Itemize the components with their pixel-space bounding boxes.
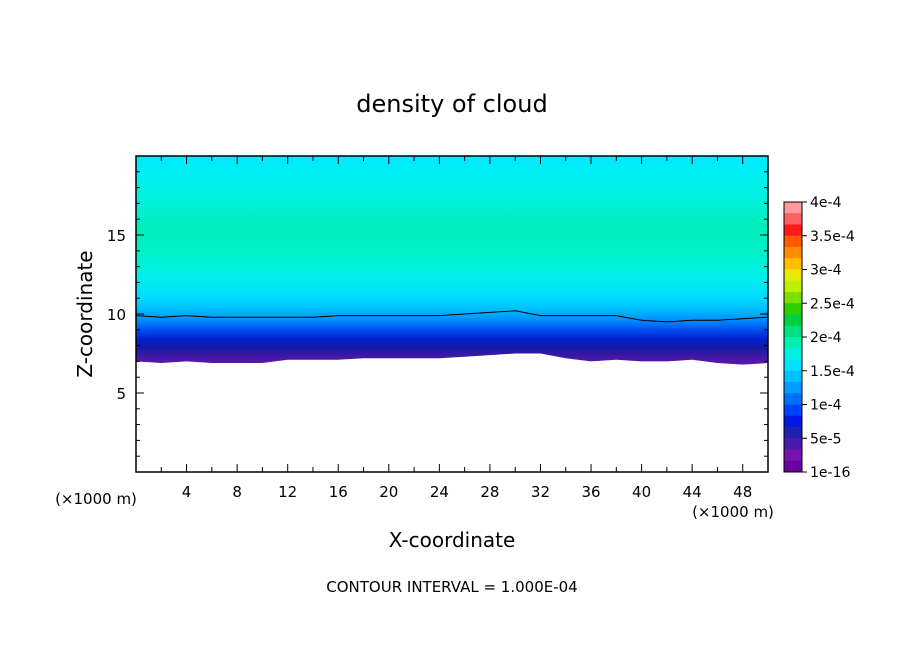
x-tick-label: 48 (733, 483, 752, 501)
x-tick-label: 4 (182, 483, 192, 501)
x-tick-label: 44 (683, 483, 702, 501)
y-tick-label: 15 (107, 227, 126, 245)
colorbar-swatch (784, 280, 802, 293)
plot-area (135, 155, 769, 473)
contour-line-1e-4 (135, 310, 769, 323)
colorbar-label: 3e-4 (810, 263, 842, 279)
x-unit-left: (×1000 m) (55, 490, 137, 508)
chart-title: density of cloud (356, 90, 547, 118)
colorbar-label: 2.5e-4 (810, 296, 855, 312)
colorbar-swatch (784, 292, 802, 304)
colorbar-swatch (784, 415, 802, 428)
colorbar-swatch (784, 337, 802, 349)
colorbar-swatch (784, 247, 802, 259)
colorbar-label: 1.5e-4 (810, 364, 855, 380)
colorbar-swatch (784, 359, 802, 372)
contour-interval-note: CONTOUR INTERVAL = 1.000E-04 (326, 578, 577, 596)
y-tick-label: 5 (116, 385, 126, 403)
colorbar: 4e-4 3.5e-4 3e-4 2.5e-4 2e-4 1.5e-4 1e-4 5e-5 1e… (783, 195, 855, 481)
colorbar-swatch (784, 202, 802, 214)
colorbar-swatch (784, 303, 802, 315)
y-tick-label: 10 (107, 306, 126, 324)
y-axis: 5 10 15 (107, 171, 768, 457)
x-tick-label: 12 (278, 483, 297, 501)
colorbar-label: 1e-16 (810, 465, 850, 481)
colorbar-swatch (784, 449, 802, 462)
x-tick-label: 32 (531, 483, 550, 501)
colorbar-label: 1e-4 (810, 398, 842, 414)
colorbar-swatch (784, 370, 802, 383)
x-tick-label: 8 (232, 483, 242, 501)
colorbar-swatch (784, 325, 802, 338)
x-tick-label: 36 (581, 483, 600, 501)
colorbar-swatch (784, 438, 802, 450)
colorbar-swatch (784, 213, 802, 225)
colorbar-label: 2e-4 (810, 330, 842, 346)
y-axis-label: Z-coordinate (73, 250, 97, 377)
colorbar-swatch (784, 314, 802, 327)
x-tick-label: 40 (632, 483, 651, 501)
x-tick-label: 24 (430, 483, 449, 501)
colorbar-swatch (784, 258, 802, 270)
colorbar-swatch (784, 404, 802, 417)
x-unit-right: (×1000 m) (692, 503, 774, 521)
x-tick-label: 20 (379, 483, 398, 501)
x-tick-label: 16 (329, 483, 348, 501)
colorbar-label: 4e-4 (810, 195, 842, 211)
colorbar-label: 5e-5 (810, 431, 841, 447)
x-axis: 4 8 12 16 20 24 28 32 36 40 44 48 (160, 156, 752, 501)
colorbar-swatch (784, 348, 802, 360)
colorbar-swatch (784, 235, 802, 248)
cloud-free-region (136, 353, 768, 472)
colorbar-swatch (784, 269, 802, 282)
colorbar-label: 3.5e-4 (810, 229, 855, 245)
colorbar-swatch (784, 427, 802, 439)
colorbar-swatch (784, 393, 802, 405)
x-tick-label: 28 (480, 483, 499, 501)
colorbar-swatch (784, 460, 802, 473)
colorbar-swatch (784, 224, 802, 237)
x-axis-label: X-coordinate (389, 528, 516, 552)
colorbar-swatch (784, 382, 802, 394)
